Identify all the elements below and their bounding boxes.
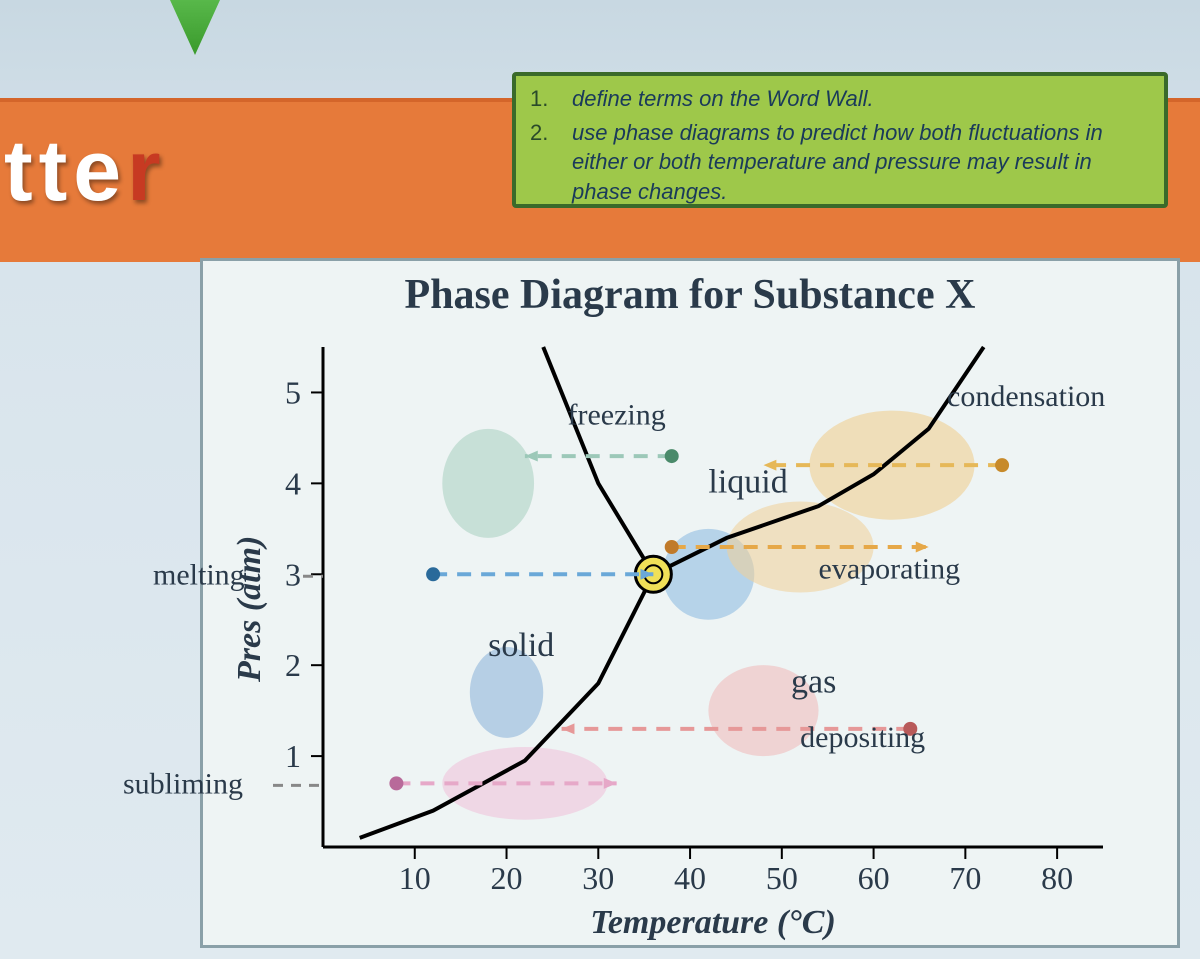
svg-text:Temperature (°C): Temperature (°C) [590,904,836,941]
svg-text:1: 1 [285,738,301,774]
bracket-decoration [170,0,220,55]
svg-text:80: 80 [1041,860,1073,896]
svg-text:10: 10 [399,860,431,896]
svg-text:30: 30 [582,860,614,896]
svg-text:freezing: freezing [568,398,666,431]
phase-diagram-chart: Pres (atm) 102030405060708012345Temperat… [283,337,1153,937]
svg-text:60: 60 [858,860,890,896]
objective-number: 1. [530,84,554,114]
svg-text:3: 3 [285,556,301,592]
svg-text:gas: gas [791,663,836,700]
svg-text:solid: solid [488,627,554,664]
objectives-box: 1. define terms on the Word Wall. 2. use… [512,72,1168,208]
svg-text:depositing: depositing [800,721,925,754]
chart-svg: 102030405060708012345Temperature (°C)sol… [283,337,1153,937]
svg-text:50: 50 [766,860,798,896]
partial-title: ttertter [4,122,167,221]
svg-text:evaporating: evaporating [819,552,961,585]
objective-text: use phase diagrams to predict how both f… [572,118,1150,207]
svg-text:condensation: condensation [947,380,1105,413]
svg-text:70: 70 [949,860,981,896]
svg-text:2: 2 [285,647,301,683]
y-axis-label: Pres (atm) [231,536,269,682]
objective-text: define terms on the Word Wall. [572,84,874,114]
svg-text:subliming: subliming [123,767,243,800]
svg-text:20: 20 [491,860,523,896]
svg-text:40: 40 [674,860,706,896]
diagram-panel: Phase Diagram for Substance X Pres (atm)… [200,258,1180,948]
svg-text:5: 5 [285,374,301,410]
objective-number: 2. [530,118,554,207]
diagram-title: Phase Diagram for Substance X [203,271,1177,319]
svg-text:4: 4 [285,465,301,501]
